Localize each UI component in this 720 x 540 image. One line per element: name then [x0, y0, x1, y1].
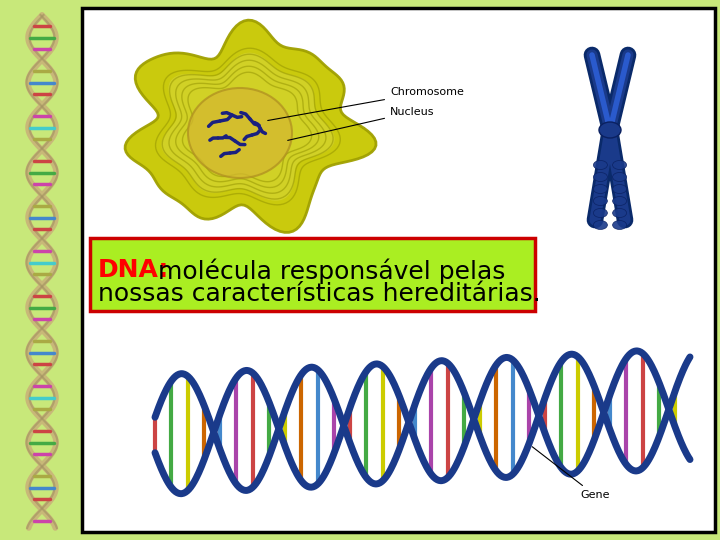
Ellipse shape	[593, 160, 608, 170]
Ellipse shape	[593, 220, 608, 230]
Bar	[90, 238, 535, 311]
Ellipse shape	[593, 172, 608, 181]
Ellipse shape	[599, 122, 621, 138]
Ellipse shape	[613, 220, 626, 230]
Text: DNA:: DNA:	[98, 258, 169, 282]
Ellipse shape	[593, 208, 608, 218]
Ellipse shape	[613, 185, 626, 193]
Polygon shape	[161, 53, 335, 201]
Text: nossas características hereditárias.: nossas características hereditárias.	[98, 282, 541, 306]
Text: molécula responsável pelas: molécula responsável pelas	[158, 258, 505, 284]
Bar	[82, 8, 715, 532]
Polygon shape	[125, 20, 376, 232]
Text: Gene: Gene	[532, 447, 610, 500]
Ellipse shape	[613, 172, 626, 181]
Ellipse shape	[188, 88, 292, 178]
Text: Chromosome: Chromosome	[268, 87, 464, 120]
Ellipse shape	[593, 185, 608, 193]
Ellipse shape	[613, 160, 626, 170]
Ellipse shape	[613, 197, 626, 206]
Ellipse shape	[593, 197, 608, 206]
Ellipse shape	[613, 208, 626, 218]
Text: Nucleus: Nucleus	[288, 107, 434, 140]
